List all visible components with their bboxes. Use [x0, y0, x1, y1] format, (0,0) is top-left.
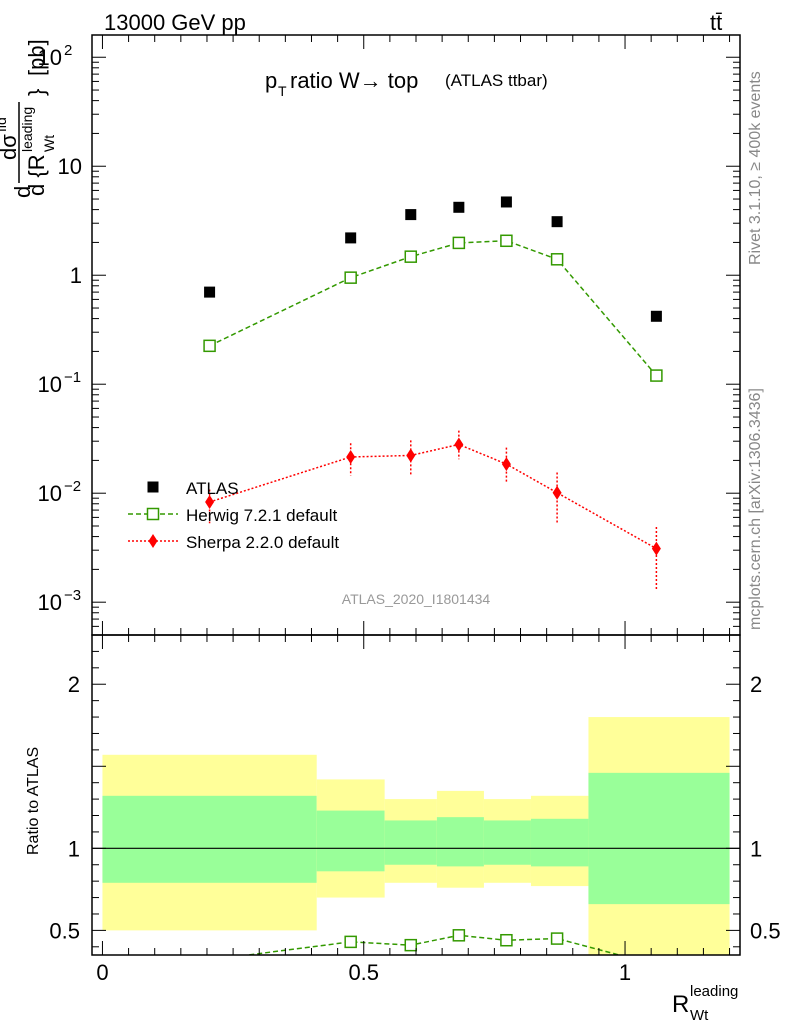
main-y-axis-label: d: [10, 186, 35, 198]
atlas-point-3: [453, 201, 465, 213]
plot-title: p T ratio W→ top (ATLAS ttbar): [265, 68, 548, 99]
sherpa-point-0: [205, 495, 215, 510]
herwig-point-0: [203, 339, 216, 353]
herwig-ratio-point-4: [500, 933, 513, 947]
atlas-point-0: [204, 286, 216, 298]
herwig-ratio-point-1: [344, 935, 357, 949]
legend-label-1: Herwig 7.2.1 default: [186, 506, 337, 525]
herwig-point-3: [452, 236, 466, 250]
main-ytick-label-2: 1: [70, 263, 82, 288]
ratio-y-axis-label: Ratio to ATLAS: [25, 747, 42, 855]
main-ytick-label-5: 10: [38, 590, 62, 615]
main-ytick-label-1: 10: [58, 154, 82, 179]
sherpa-point-3: [454, 437, 464, 452]
herwig-point-1: [344, 271, 357, 284]
atlas-point-5: [551, 216, 563, 228]
main-ytick-exp-0: 2: [64, 42, 72, 59]
y-label-den: d {R: [24, 154, 49, 196]
main-ytick-exp-3: −1: [64, 369, 81, 386]
x-label-sup: leading: [690, 983, 738, 1000]
process-label: tt̄: [710, 10, 722, 35]
legend-marker-sherpa: [148, 534, 158, 548]
main-ytick-label-0: 10: [38, 45, 62, 70]
sherpa-point-4: [501, 457, 511, 472]
rivet-text: Rivet 3.1.10, ≥ 400k events: [747, 71, 764, 265]
y-label-den-end: }: [24, 89, 49, 96]
main-ytick-exp-4: −2: [64, 478, 81, 495]
herwig-ratio-point-2: [404, 938, 418, 952]
energy-label: 13000 GeV pp: [104, 10, 246, 35]
ratio-ytick-label-left-0: 2: [68, 672, 80, 697]
analysis-watermark: ATLAS_2020_I1801434: [342, 591, 491, 607]
y-label-den-sup: leading: [19, 107, 35, 152]
sherpa-point-2: [406, 448, 416, 463]
main-ytick-label-3: 10: [38, 372, 62, 397]
y-label-d: d: [10, 186, 35, 198]
plot-title-sub: T: [278, 83, 287, 99]
mcplots-label: mcplots.cern.ch [arXiv:1306.3436]: [747, 388, 764, 630]
herwig-ratio-point-5: [550, 932, 564, 945]
x-label-sub: Wt: [690, 1007, 709, 1024]
y-label-unit: [pb]: [24, 39, 49, 76]
ratio-ytick-label-left-1: 1: [68, 836, 80, 861]
ratio-ytick-label-right-1: 1: [750, 836, 762, 861]
ratio-ytick-label-right-2: 0.5: [750, 918, 781, 943]
legend-label-2: Sherpa 2.2.0 default: [186, 533, 339, 552]
legend-label-0: ATLAS: [186, 479, 239, 498]
legend-marker-herwig: [146, 507, 160, 521]
atlas-point-4: [500, 196, 512, 208]
ratio-ytick-label-left-2: 0.5: [49, 918, 80, 943]
band-1sigma-3: [436, 817, 484, 867]
atlas-point-2: [405, 209, 417, 221]
herwig-point-2: [404, 250, 418, 263]
ratio-clip-mask: [92, 955, 740, 975]
atlas-point-6: [650, 310, 662, 322]
main-plot-area: [203, 196, 663, 590]
sherpa-point-1: [346, 449, 356, 464]
y-label-num: dσ: [0, 134, 21, 160]
plot-title-p: p: [265, 68, 277, 93]
mcplots-text: mcplots.cern.ch [arXiv:1306.3436]: [747, 388, 764, 630]
rivet-label: Rivet 3.1.10, ≥ 400k events: [747, 71, 764, 265]
ratio-plot-area: [92, 929, 740, 975]
main-y-axis-numerator: dσ fid: [0, 117, 21, 160]
x-label-r: R: [672, 991, 689, 1018]
legend-marker-atlas: [147, 481, 159, 493]
herwig-point-6: [650, 369, 663, 382]
band-1sigma-0: [102, 795, 317, 883]
herwig-ratio-point-3: [452, 929, 466, 942]
sherpa-point-5: [552, 485, 562, 500]
xtick-label-0: 0: [96, 960, 108, 985]
x-axis-label: R leading Wt: [672, 983, 738, 1024]
ratio-y-label-text: Ratio to ATLAS: [25, 747, 42, 855]
band-1sigma-4: [483, 820, 531, 865]
y-label-num-sup: fid: [0, 117, 9, 132]
main-ytick-label-4: 10: [38, 481, 62, 506]
plot-title-small: (ATLAS ttbar): [445, 71, 548, 90]
band-1sigma-6: [588, 772, 730, 905]
sherpa-point-6: [651, 541, 661, 556]
ratio-uncertainty-bands: [92, 717, 740, 955]
herwig-point-4: [500, 234, 513, 248]
ratio-ytick-label-right-0: 2: [750, 672, 762, 697]
atlas-point-1: [345, 232, 357, 244]
main-y-axis-denominator: d {R leading Wt } [pb]: [19, 39, 57, 196]
band-1sigma-5: [530, 818, 589, 867]
herwig-line: [209, 240, 657, 377]
y-label-den-sub: Wt: [41, 135, 57, 152]
main-ytick-exp-5: −3: [64, 587, 81, 604]
legend: ATLAS Herwig 7.2.1 default Sherpa 2.2.0 de…: [128, 479, 339, 552]
xtick-label-1: 0.5: [348, 960, 379, 985]
band-1sigma-1: [316, 810, 385, 872]
herwig-point-5: [550, 253, 564, 266]
band-1sigma-2: [384, 820, 437, 865]
plot-title-text: ratio W→ top: [290, 68, 418, 93]
xtick-label-2: 1: [619, 960, 631, 985]
